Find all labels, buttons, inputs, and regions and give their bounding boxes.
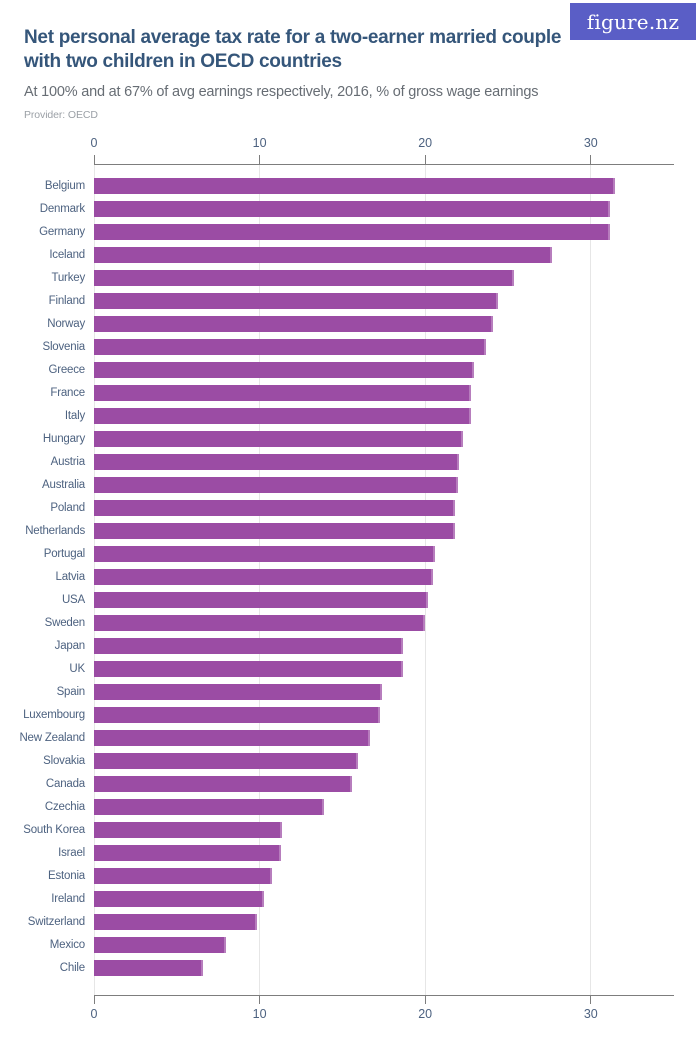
bar[interactable] xyxy=(93,615,425,631)
country-label: Netherlands xyxy=(25,525,85,537)
bar[interactable] xyxy=(93,638,404,654)
top-tick-label: 20 xyxy=(418,136,433,150)
top-axis-tick xyxy=(424,155,426,164)
bar[interactable] xyxy=(93,316,493,332)
country-label: Turkey xyxy=(51,272,85,284)
country-label: Slovenia xyxy=(42,341,85,353)
top-tick-label: 10 xyxy=(252,136,267,150)
country-label: Denmark xyxy=(39,203,85,215)
bar[interactable] xyxy=(93,546,435,562)
bar[interactable] xyxy=(93,661,404,677)
bar[interactable] xyxy=(93,408,472,424)
bar[interactable] xyxy=(93,385,472,401)
bar[interactable] xyxy=(93,868,273,884)
country-label: Belgium xyxy=(44,180,85,192)
chart-provider: Provider: OECD xyxy=(24,109,98,121)
bottom-tick-label: 0 xyxy=(90,1007,98,1021)
bar[interactable] xyxy=(93,201,611,217)
bar[interactable] xyxy=(93,776,352,792)
bar[interactable] xyxy=(93,270,515,286)
country-label: Czechia xyxy=(44,801,85,813)
bar[interactable] xyxy=(93,822,283,838)
bar[interactable] xyxy=(93,293,498,309)
bottom-axis-tick xyxy=(259,996,261,1004)
gridline xyxy=(590,165,592,995)
chart-title-line1: Net personal average tax rate for a two-… xyxy=(24,27,562,48)
figurenz-logo[interactable]: figure.nz xyxy=(570,3,696,40)
bar[interactable] xyxy=(93,523,455,539)
bar[interactable] xyxy=(93,224,611,240)
top-axis-tick xyxy=(93,155,95,164)
country-label: Greece xyxy=(48,364,85,376)
top-axis-line xyxy=(93,164,674,165)
figurenz-logo-text: figure.nz xyxy=(586,9,680,34)
bottom-tick-label: 10 xyxy=(252,1007,267,1021)
bottom-tick-label: 20 xyxy=(418,1007,433,1021)
bar[interactable] xyxy=(93,247,553,263)
country-label: Chile xyxy=(59,962,85,974)
top-tick-label: 30 xyxy=(583,136,598,150)
bar[interactable] xyxy=(93,684,382,700)
country-label: France xyxy=(50,387,85,399)
top-tick-label: 0 xyxy=(90,136,98,150)
country-label: Switzerland xyxy=(27,916,85,928)
bar[interactable] xyxy=(93,454,460,470)
chart-subtitle: At 100% and at 67% of avg earnings respe… xyxy=(24,84,539,100)
bar[interactable] xyxy=(93,339,486,355)
country-label: Israel xyxy=(58,847,85,859)
bar[interactable] xyxy=(93,477,458,493)
chart-title-line2: with two children in OECD countries xyxy=(24,51,342,72)
bar[interactable] xyxy=(93,500,455,516)
country-label: Iceland xyxy=(49,249,85,261)
top-axis-tick xyxy=(259,155,261,164)
bar[interactable] xyxy=(93,799,324,815)
country-label: Slovakia xyxy=(43,755,85,767)
country-label: Latvia xyxy=(55,571,86,583)
bottom-axis-tick xyxy=(590,996,592,1004)
country-label: Mexico xyxy=(49,939,85,951)
country-label: Poland xyxy=(50,502,85,514)
bar[interactable] xyxy=(93,592,428,608)
bar[interactable] xyxy=(93,730,371,746)
country-label: Spain xyxy=(56,686,86,698)
country-label: USA xyxy=(61,594,85,606)
bar[interactable] xyxy=(93,178,616,194)
country-label: Sweden xyxy=(44,617,86,629)
bottom-axis-line xyxy=(93,995,674,996)
country-label: South Korea xyxy=(23,824,85,836)
country-label: Norway xyxy=(47,318,85,330)
country-label: Portugal xyxy=(43,548,85,560)
chart-header: Net personal average tax rate for a two-… xyxy=(24,26,564,121)
bar[interactable] xyxy=(93,707,380,723)
country-label: Italy xyxy=(64,410,85,422)
country-label: Japan xyxy=(54,640,86,652)
bottom-axis-tick xyxy=(93,996,95,1004)
bar[interactable] xyxy=(93,914,258,930)
country-label: Estonia xyxy=(48,870,85,882)
bottom-axis-tick xyxy=(424,996,426,1004)
country-label: Hungary xyxy=(42,433,85,445)
country-label: Canada xyxy=(45,778,85,790)
bar[interactable] xyxy=(93,569,433,585)
bar[interactable] xyxy=(93,753,359,769)
bottom-tick-label: 30 xyxy=(583,1007,598,1021)
country-label: Finland xyxy=(48,295,86,307)
country-label: New Zealand xyxy=(19,732,85,744)
top-axis-tick xyxy=(590,155,592,164)
country-label: Germany xyxy=(39,226,85,238)
country-label: Australia xyxy=(42,479,85,491)
chart-title: Net personal average tax rate for a two-… xyxy=(24,26,564,74)
bar[interactable] xyxy=(93,960,203,976)
bar[interactable] xyxy=(93,431,463,447)
bar[interactable] xyxy=(93,891,265,907)
country-label: Austria xyxy=(50,456,86,468)
country-label: Luxembourg xyxy=(23,709,85,721)
bar[interactable] xyxy=(93,362,475,378)
bar[interactable] xyxy=(93,937,226,953)
country-label: UK xyxy=(69,663,85,675)
bar[interactable] xyxy=(93,845,281,861)
country-label: Ireland xyxy=(51,893,85,905)
